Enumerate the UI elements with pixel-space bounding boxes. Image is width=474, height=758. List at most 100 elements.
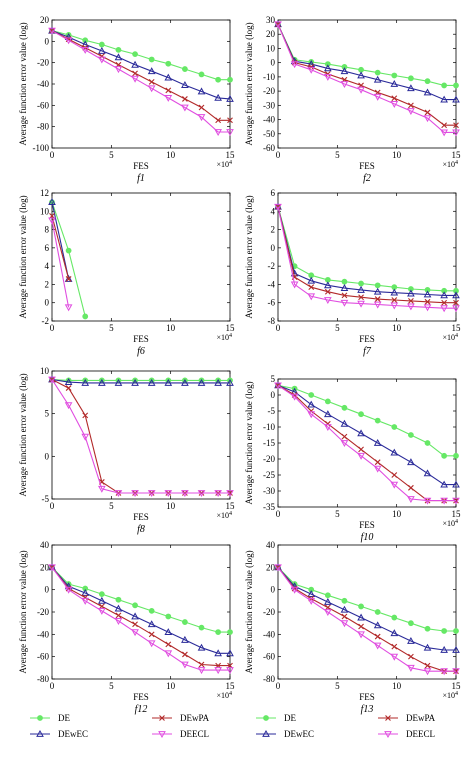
- data-point: [357, 300, 365, 308]
- data-point: [374, 633, 381, 640]
- data-point: [164, 378, 173, 386]
- x-tick-label: 0: [276, 681, 281, 691]
- x-tick-label: 5: [335, 509, 340, 519]
- data-point: [307, 276, 316, 284]
- data-point: [323, 410, 332, 418]
- data-point: [340, 620, 349, 628]
- data-point: [65, 385, 72, 391]
- series-deecl: [274, 564, 460, 676]
- data-point: [357, 71, 365, 79]
- data-point: [214, 649, 222, 657]
- series-dewpa: [49, 376, 233, 496]
- y-tick-label: 2: [271, 225, 276, 235]
- legend-label: DEwPA: [406, 713, 436, 723]
- x-tick-label: 15: [452, 681, 462, 691]
- legend-item-dewpa: DEwPA: [152, 713, 210, 723]
- subplot-label: f8: [137, 524, 145, 535]
- x-tick-label: 0: [50, 501, 55, 511]
- y-tick-label: -30: [263, 100, 275, 110]
- data-point: [453, 82, 459, 89]
- legend-swatch-marker: [384, 731, 392, 739]
- data-point: [390, 302, 399, 310]
- data-point: [182, 66, 188, 72]
- y-axis-label: Average function error value (log): [244, 381, 254, 504]
- data-point: [453, 452, 459, 459]
- x-axis-label: FES: [133, 161, 149, 171]
- data-point: [97, 56, 106, 64]
- data-point: [423, 497, 432, 505]
- data-point: [323, 424, 332, 432]
- plot-frame: [51, 19, 231, 149]
- x-tick-label: 5: [335, 681, 340, 691]
- series-line: [51, 566, 230, 667]
- y-tick-label: 6: [45, 243, 50, 253]
- x-exponent-label: ×104: [442, 519, 458, 528]
- data-point: [182, 651, 188, 658]
- series-de: [275, 564, 459, 634]
- data-point: [81, 46, 90, 54]
- data-point: [440, 129, 448, 137]
- y-axis-label: Average function error value (log): [18, 550, 28, 673]
- data-point: [132, 602, 138, 609]
- data-point: [164, 628, 173, 635]
- legend-swatch-marker: [37, 715, 43, 721]
- y-tick-label: 5: [271, 374, 276, 384]
- data-point: [390, 629, 399, 637]
- data-point: [407, 496, 415, 504]
- chart-f13: -80 -60 -40 -20 0 20 40 0 5 10 15×104 FES f13 Average…: [244, 540, 461, 715]
- legend-item-de: DE: [30, 713, 70, 723]
- series-line: [51, 201, 86, 317]
- data-point: [64, 586, 73, 594]
- data-point: [290, 281, 299, 289]
- y-tick-label: -2: [42, 316, 50, 326]
- legend-label: DEwPA: [180, 713, 210, 723]
- data-point: [340, 440, 349, 448]
- y-tick-label: -30: [263, 486, 275, 496]
- data-point: [407, 108, 415, 116]
- series-dewpa: [49, 212, 72, 282]
- data-point: [81, 378, 90, 386]
- y-tick-label: 0: [271, 390, 276, 400]
- data-point: [131, 378, 139, 386]
- data-point: [227, 117, 233, 124]
- data-point: [391, 95, 398, 102]
- data-point: [214, 93, 222, 101]
- legend-swatch-marker: [36, 729, 44, 737]
- data-point: [390, 79, 399, 87]
- data-point: [181, 490, 189, 498]
- data-point: [341, 64, 348, 70]
- data-point: [341, 433, 348, 440]
- data-point: [324, 398, 331, 405]
- y-tick-label: -100: [33, 143, 50, 153]
- data-point: [65, 247, 72, 254]
- data-point: [65, 276, 72, 282]
- data-point: [452, 497, 460, 505]
- y-tick-label: 30: [266, 15, 276, 25]
- data-point: [374, 459, 381, 466]
- x-tick-label: 10: [166, 323, 176, 333]
- series-deecl: [274, 382, 460, 505]
- y-tick-label: 0: [271, 58, 276, 68]
- series-line: [51, 378, 230, 384]
- legend-2: DE DEwEC DEwPA DEECL: [256, 713, 436, 739]
- y-tick-label: 0: [45, 451, 50, 461]
- data-point: [148, 78, 155, 85]
- data-point: [197, 667, 206, 675]
- data-point: [423, 290, 432, 298]
- data-point: [391, 614, 398, 621]
- y-tick-label: 6: [271, 188, 276, 198]
- y-tick-label: 12: [40, 188, 49, 198]
- y-tick-label: -20: [37, 58, 49, 68]
- plot-frame: [51, 544, 231, 680]
- y-tick-label: -10: [263, 422, 275, 432]
- y-tick-label: 0: [271, 243, 276, 253]
- data-point: [115, 612, 122, 619]
- y-tick-label: -80: [37, 122, 49, 132]
- data-point: [407, 664, 415, 672]
- data-point: [214, 129, 222, 137]
- data-point: [391, 472, 398, 478]
- data-point: [114, 490, 123, 498]
